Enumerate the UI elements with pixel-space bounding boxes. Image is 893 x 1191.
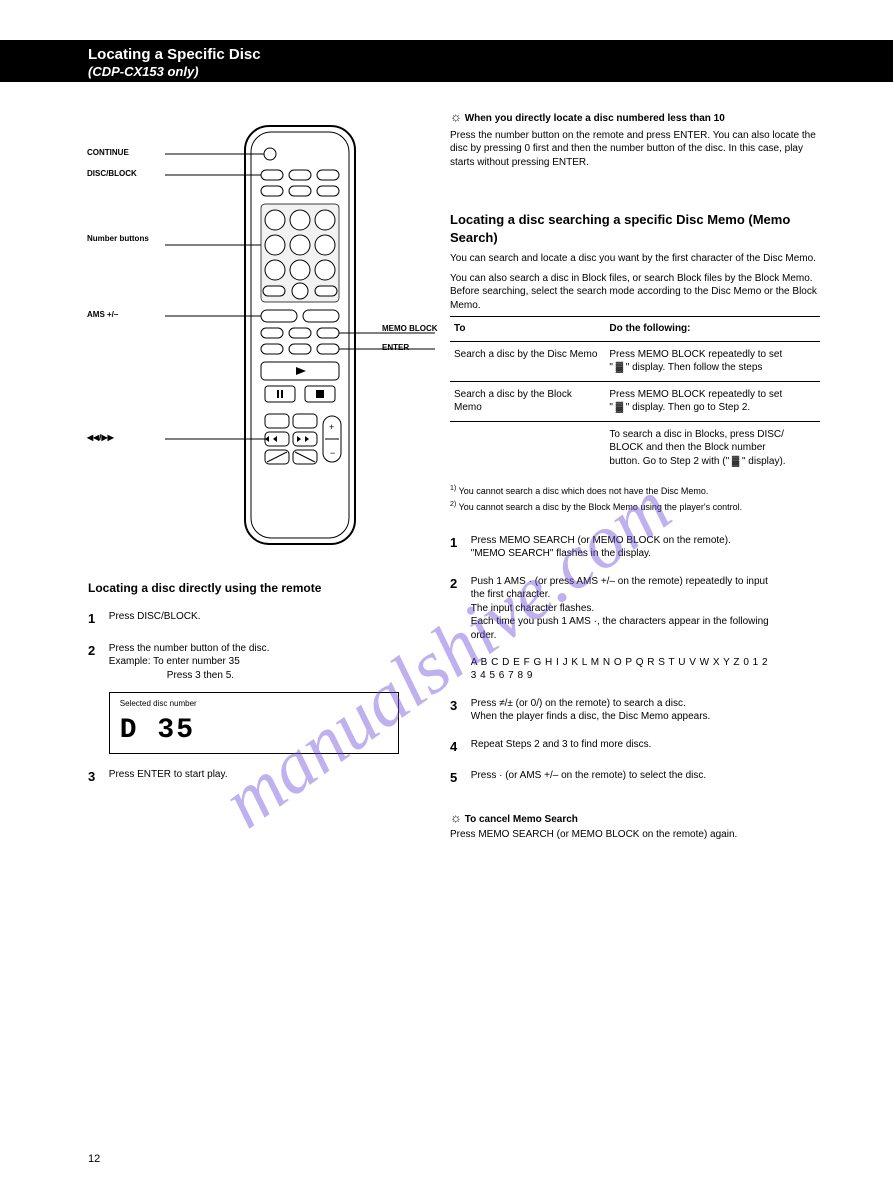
cell-r1c2: Press MEMO BLOCK repeatedly to set" ▓ " … [605,341,820,381]
label-memo-block: MEMO BLOCK [382,324,444,333]
r-step-2: 2 Push 1 AMS · (or press AMS +/– on the … [450,575,820,683]
label-enter: ENTER [382,343,409,352]
step-1: 1 Press DISC/BLOCK. [88,610,418,628]
step-num-2: 2 [88,642,106,660]
th-to: To [450,317,605,342]
cell-r3c2: To search a disc in Blocks, press DISC/B… [605,421,820,474]
r-step2-main: Push 1 AMS · (or press AMS +/– on the re… [471,576,768,601]
th-do: Do the following: [605,317,820,342]
tip-icon: ☼ [450,109,462,124]
left-heading: Locating a disc directly using the remot… [88,580,418,596]
step-body-3: Press ENTER to start play. [109,768,409,782]
r-step2-d: A B C D E F G H I J K L M N O P Q R S T … [471,657,768,682]
step-num-3: 3 [88,768,106,786]
cell-r2c1: Search a disc by the Block Memo [450,381,605,421]
right-column: ☼ When you directly locate a disc number… [450,108,820,842]
step-3: 3 Press ENTER to start play. [88,768,418,786]
step-body-2: Press the number button of the disc. Exa… [109,642,409,755]
label-search-skip: ◀◀/▶▶ [87,433,114,442]
step-num-1: 1 [88,610,106,628]
svg-text:−: − [330,448,335,458]
r-step5-main: Press · (or AMS +/– on the remote) to se… [471,769,771,783]
table-row: Search a disc by the Disc Memo Press MEM… [450,341,820,381]
footnote2: 2) You cannot search a disc by the Block… [450,500,820,514]
label-ams: AMS +/– [87,310,118,319]
cell-r2c2: Press MEMO BLOCK repeatedly to set" ▓ " … [605,381,820,421]
label-continue: CONTINUE [87,148,129,157]
page-subtitle: (CDP-CX153 only) [88,64,893,79]
footnote1: 1) You cannot search a disc which does n… [450,484,820,498]
svg-text:+: + [329,422,334,432]
header-bar: Locating a Specific Disc (CDP-CX153 only… [0,40,893,82]
step2-eg: Example: To enter number 35 [109,656,240,667]
tip1-body: Press the number button on the remote an… [450,129,820,170]
memo-search-body1: You can search and locate a disc you wan… [450,252,820,266]
table-row: Search a disc by the Block Memo Press ME… [450,381,820,421]
tip-icon-2: ☼ [450,810,462,825]
tip2-title: To cancel Memo Search [465,814,578,825]
r-step2-b: The input character flashes. [471,603,594,614]
r-step-4: 4 Repeat Steps 2 and 3 to find more disc… [450,738,820,756]
memo-search-table: To Do the following: Search a disc by th… [450,316,820,474]
r-step1-sub: "MEMO SEARCH" flashes in the display. [471,548,651,559]
tip1-title: When you directly locate a disc numbered… [465,113,725,124]
tip2-block: ☼ To cancel Memo Search Press MEMO SEARC… [450,809,820,842]
r-step-3: 3 Press ≠/± (or 0/) on the remote) to se… [450,697,820,724]
step2-main: Press the number button of the disc. [109,643,270,654]
left-column: Locating a disc directly using the remot… [88,580,418,786]
step2-eg2: Press 3 then 5. [167,669,234,683]
label-disc-block: DISC/BLOCK [87,169,137,178]
label-number-buttons: Number buttons [87,234,159,243]
r-step4-main: Repeat Steps 2 and 3 to find more discs. [471,738,771,752]
remote-illustration: + − CONTINUE DISC/BLOCK Number buttons A… [165,120,445,550]
memo-search-heading: Locating a disc searching a specific Dis… [450,211,820,246]
r-step3-main: Press ≠/± (or 0/) on the remote) to sear… [471,698,686,709]
display-value: D 35 [120,712,195,750]
memo-icon: ▓ [616,402,623,413]
table-row: To search a disc in Blocks, press DISC/B… [450,421,820,474]
step-body-1: Press DISC/BLOCK. [109,610,409,624]
r-step2-c: Each time you push 1 AMS ·, the characte… [471,616,769,641]
r-step3-b: When the player finds a disc, the Disc M… [471,711,711,722]
page-title: Locating a Specific Disc [88,46,893,63]
r-step-1: 1 Press MEMO SEARCH (or MEMO BLOCK on th… [450,534,820,561]
memo-search-body2: You can also search a disc in Block file… [450,272,820,313]
cell-r1c1: Search a disc by the Disc Memo [450,341,605,381]
display-caption: Selected disc number [120,699,388,710]
r-step-5: 5 Press · (or AMS +/– on the remote) to … [450,769,820,787]
memo-icon: ▓ [732,456,739,467]
step-2: 2 Press the number button of the disc. E… [88,642,418,755]
memo-icon: ▓ [616,362,623,373]
tip2-body: Press MEMO SEARCH (or MEMO BLOCK on the … [450,828,820,842]
page-number: 12 [88,1153,100,1165]
r-step1-main: Press MEMO SEARCH (or MEMO BLOCK on the … [471,535,731,546]
display-box: Selected disc number D 35 [109,692,399,754]
